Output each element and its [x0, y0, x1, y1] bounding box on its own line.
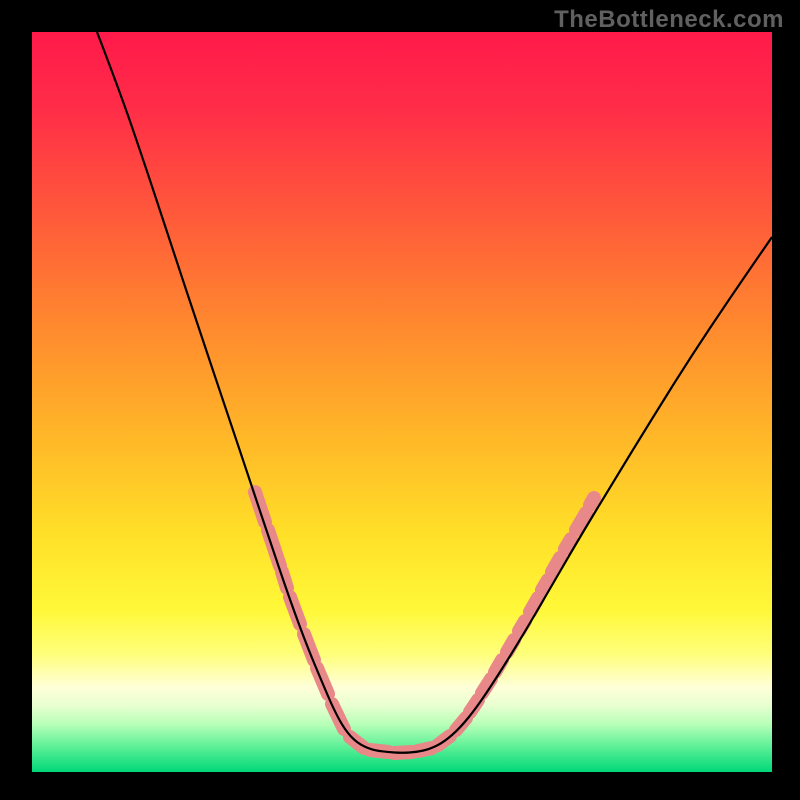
chart-svg — [32, 32, 772, 772]
chart-frame — [32, 32, 772, 772]
gradient-background — [32, 32, 772, 772]
watermark-text: TheBottleneck.com — [554, 6, 784, 34]
